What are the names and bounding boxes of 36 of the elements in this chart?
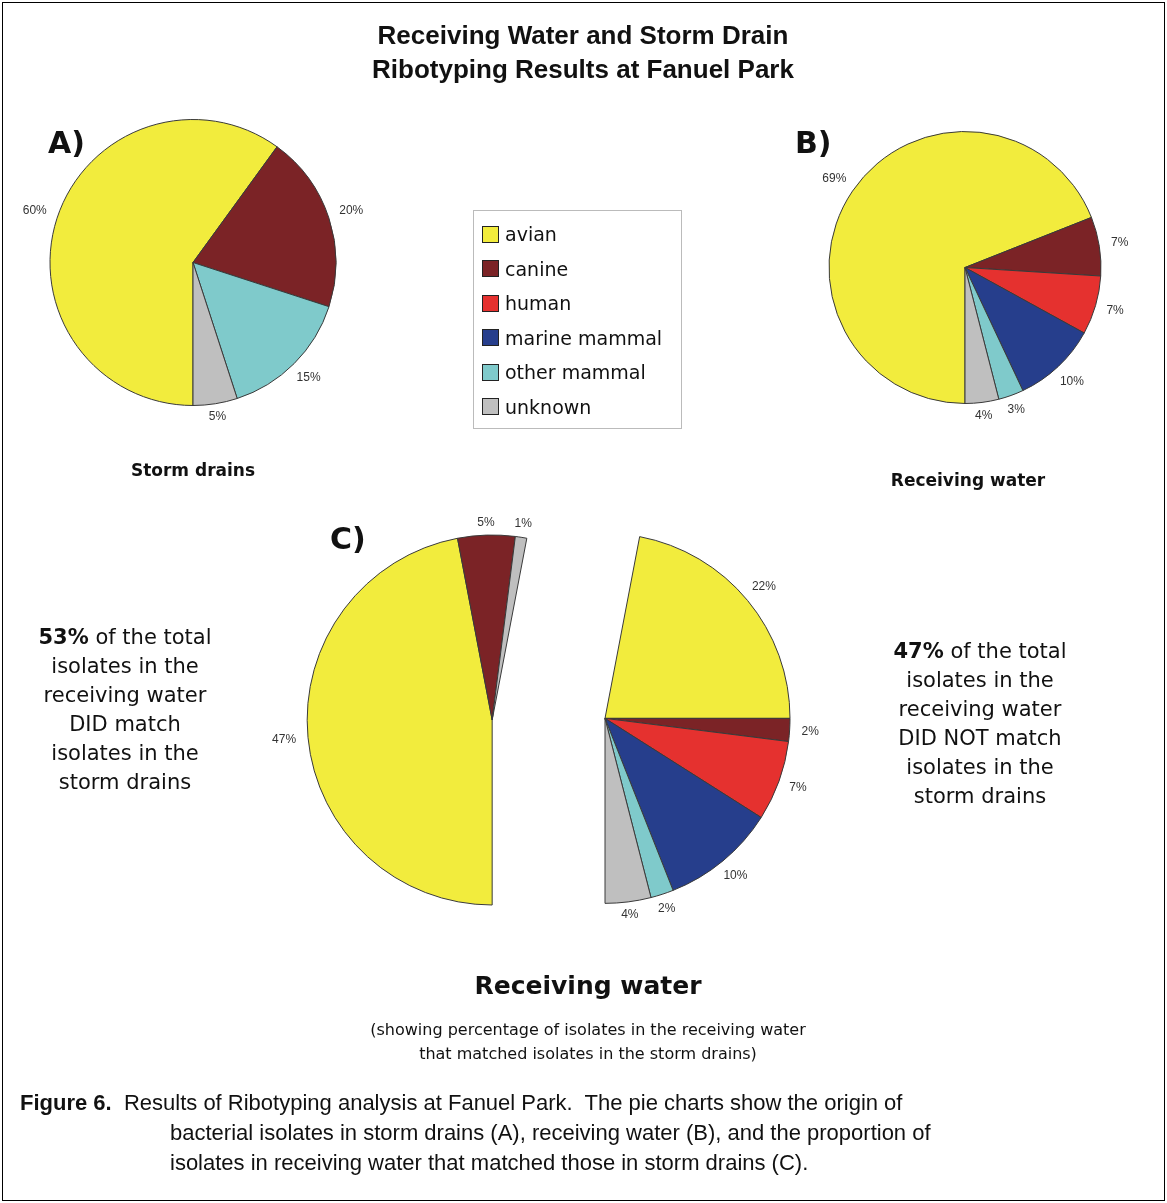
text: (showing percentage of isolates in the receiving water that matched isolates in the storm drains) xyxy=(369,1019,807,1065)
data-label: 5% xyxy=(477,515,495,530)
data-label: 2% xyxy=(658,900,676,915)
legend-label: other mammal xyxy=(505,361,646,384)
data-label: 7% xyxy=(789,780,808,795)
data-label: 60% xyxy=(22,203,48,218)
data-label: 10% xyxy=(1059,373,1085,388)
text: 47% of the total isolates in the receiving water DID NOT match isolates in the storm drains xyxy=(893,639,1067,808)
data-label: 69% xyxy=(822,171,847,186)
data-label: 3% xyxy=(1007,401,1026,416)
data-label: 22% xyxy=(751,579,777,594)
text: A) xyxy=(48,124,85,162)
legend-label: human xyxy=(505,292,572,315)
legend-label: canine xyxy=(505,257,569,280)
legend-label: marine mammal xyxy=(505,326,663,349)
caption: Figure 6. Results of Ribotyping analysis at Fanuel Park. The pie charts show the origin of bacterial isolates in storm drains (A), receiving water (B), and the proportion of isolates in receiving water that matched those in storm drains (C). xyxy=(20,1089,932,1177)
data-label: 4% xyxy=(975,407,993,422)
data-label: 7% xyxy=(1106,303,1125,318)
data-label: 20% xyxy=(339,203,364,218)
data-label: 4% xyxy=(621,907,639,922)
data-label: 5% xyxy=(208,409,227,424)
data-label: 15% xyxy=(296,370,321,385)
legend-label: unknown xyxy=(505,395,592,418)
text: 53% of the total isolates in the receiving water DID match isolates in the storm drains xyxy=(38,625,212,794)
text: Storm drains xyxy=(129,460,257,481)
text: Receiving water xyxy=(889,470,1047,491)
text: B) xyxy=(795,124,832,162)
legend-label: avian xyxy=(505,223,557,246)
data-label: 7% xyxy=(1110,235,1129,250)
text: C) xyxy=(330,520,366,558)
data-label: 2% xyxy=(801,723,820,738)
data-label: 1% xyxy=(514,516,533,531)
data-label: 47% xyxy=(272,731,297,746)
text: Receiving water xyxy=(473,970,703,1002)
text: Receiving Water and Storm Drain Ribotyping Results at Fanuel Park xyxy=(371,19,795,86)
data-label: 10% xyxy=(723,868,748,883)
